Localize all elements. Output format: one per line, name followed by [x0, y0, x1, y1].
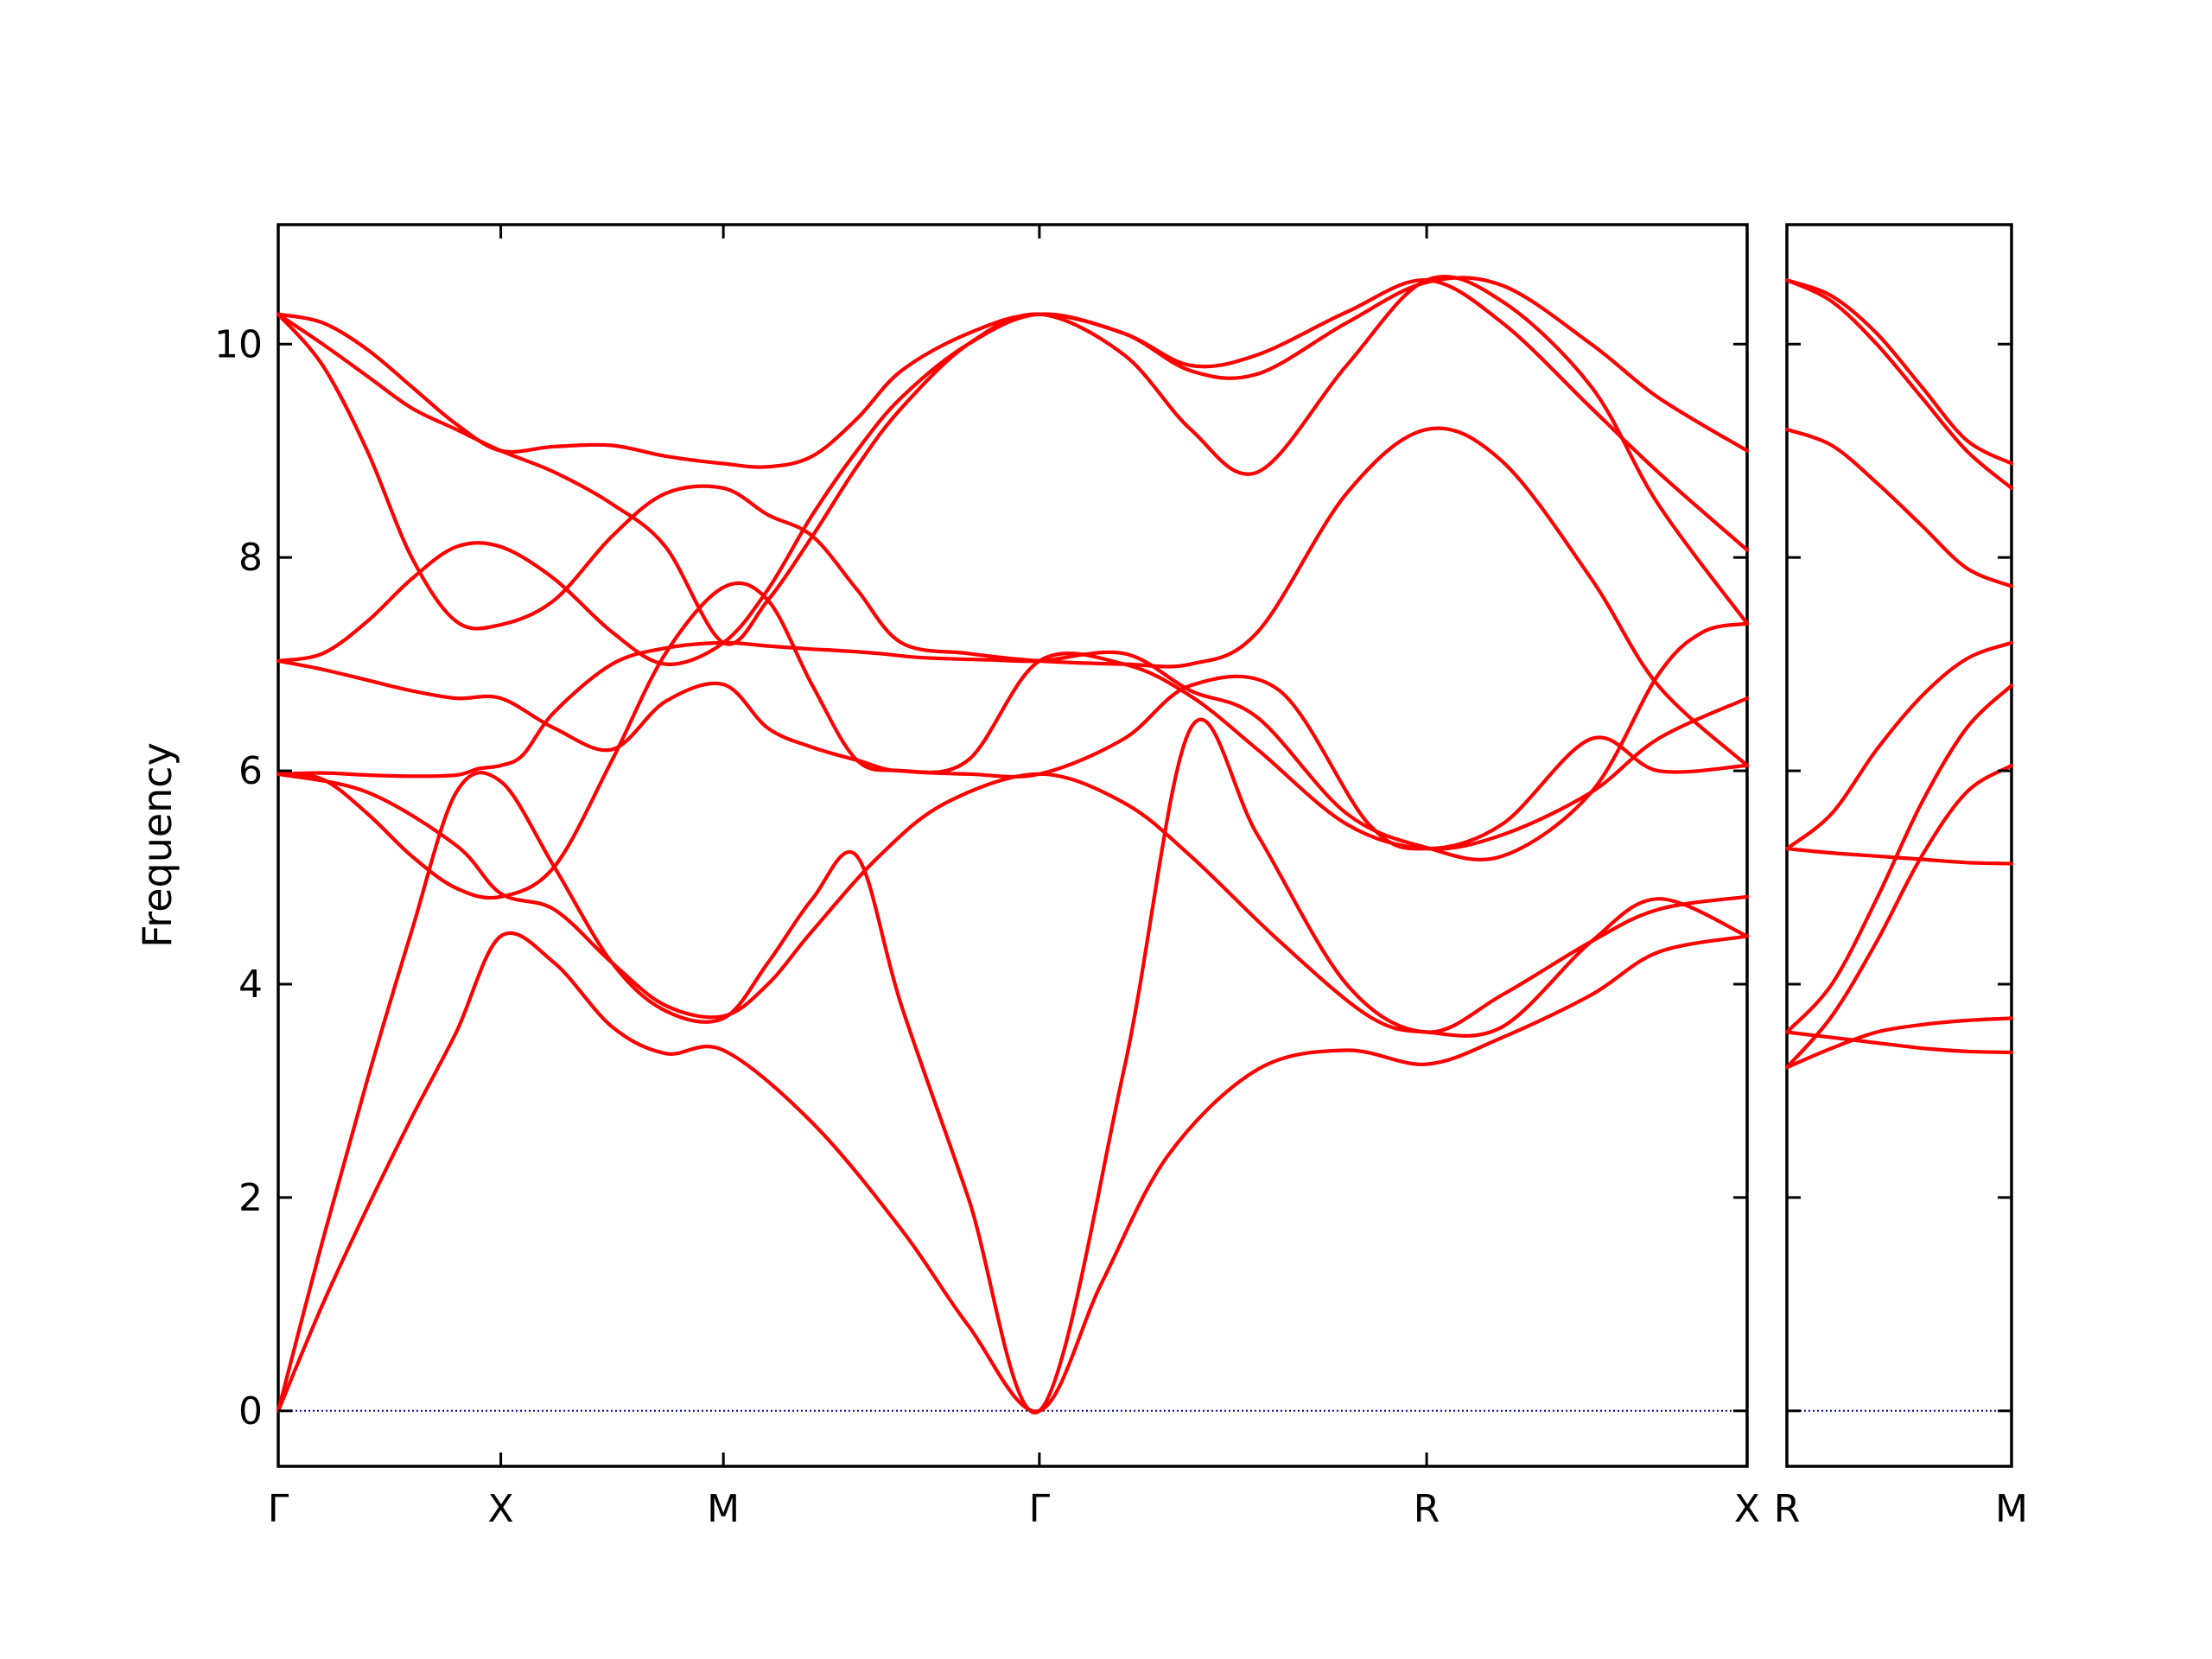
side-band-7: [1784, 427, 2014, 588]
side-plot-frame: [1785, 223, 2013, 1468]
main-plot-frame: [276, 223, 1749, 1468]
main-band-5: [276, 581, 1750, 900]
ytick-label: 8: [238, 536, 263, 580]
main-band-6: [276, 652, 1750, 851]
side-band-1: [1784, 1016, 2014, 1070]
side-band-4: [1784, 683, 2014, 1034]
main-band-2: [276, 717, 1750, 1415]
xtick-label: X: [487, 1487, 513, 1531]
side-yticks-group: [1787, 342, 2012, 1413]
main-yticks-group: 0 2 4 6 8 10: [214, 322, 1747, 1433]
ytick-label: 2: [238, 1176, 263, 1220]
side-band-9: [1784, 278, 2014, 466]
main-band-9: [276, 274, 1750, 646]
main-band-1: [276, 931, 1750, 1414]
main-band-4: [276, 621, 1750, 862]
xtick-label: M: [1995, 1487, 2028, 1531]
xtick-label: M: [707, 1487, 740, 1531]
side-band-2: [1784, 1030, 2014, 1055]
ytick-label: 6: [238, 749, 263, 793]
side-bands-group: [1784, 278, 2014, 1070]
xtick-label: R: [1774, 1487, 1801, 1531]
xtick-label: R: [1414, 1487, 1440, 1531]
side-band-5: [1784, 847, 2014, 866]
main-band-10: [276, 276, 1750, 469]
side-band-6: [1784, 640, 2014, 851]
xtick-label: Γ: [268, 1487, 289, 1531]
y-axis-label: Frequency: [134, 742, 181, 948]
side-band-3: [1784, 763, 2014, 1070]
main-band-3: [276, 772, 1750, 1038]
main-band-7: [276, 278, 1750, 666]
main-bands-group: [276, 274, 1750, 1415]
ytick-label: 4: [238, 963, 263, 1007]
xtick-label: X: [1734, 1487, 1760, 1531]
main-panel: 0 2 4 6 8 10 Γ X M Γ R X: [214, 223, 1760, 1531]
ytick-label: 0: [238, 1389, 263, 1433]
xtick-label: Γ: [1029, 1487, 1051, 1531]
side-band-8: [1784, 278, 2014, 490]
ytick-label: 10: [214, 322, 263, 366]
main-band-8: [276, 312, 1750, 767]
